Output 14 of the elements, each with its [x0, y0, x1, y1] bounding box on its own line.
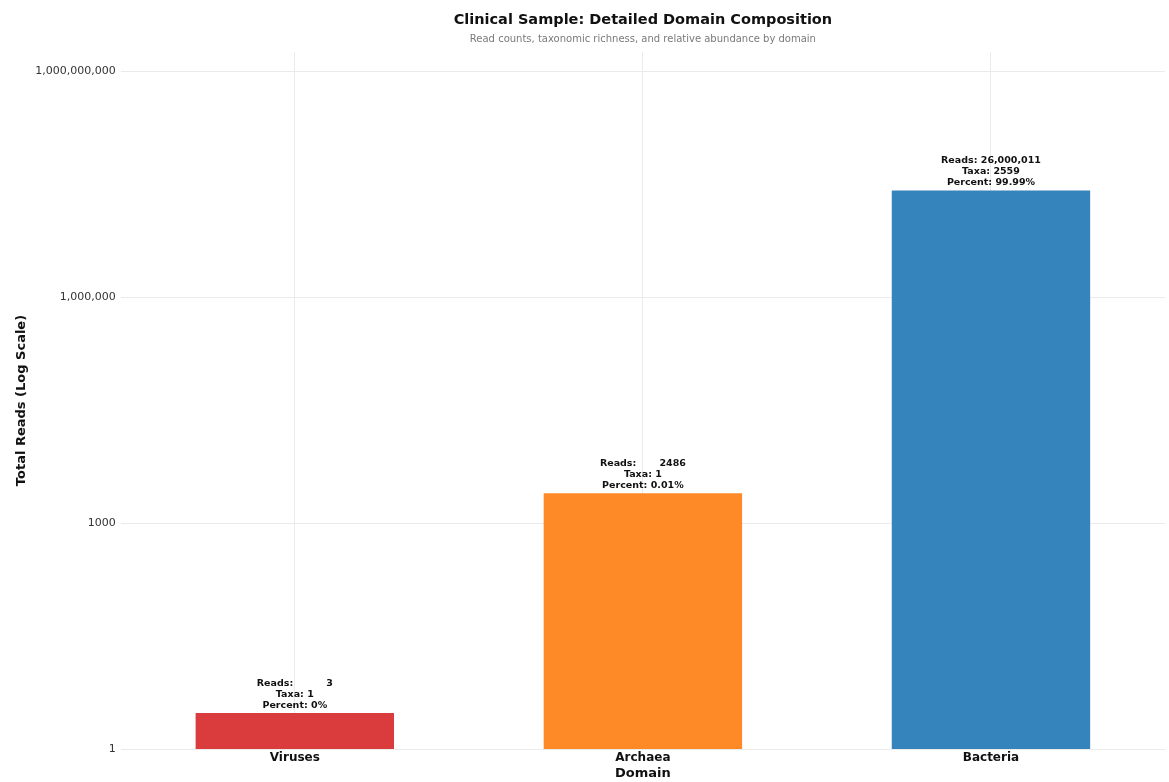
y-tick-label: 1,000,000: [59, 290, 116, 304]
y-tick-label: 1,000,000,000: [35, 64, 116, 78]
chart-title: Clinical Sample: Detailed Domain Composition: [453, 10, 833, 27]
data-label: Reads: 2486 Taxa: 1 Percent: 0.01%: [599, 457, 687, 490]
y-tick-label: 1000: [87, 515, 116, 529]
x-axis-title: Domain: [615, 764, 671, 780]
data-label: Reads: 3 Taxa: 1 Percent: 0%: [256, 676, 333, 710]
y-tick-label: 1: [108, 741, 116, 755]
x-tick-label: Viruses: [269, 750, 320, 765]
x-tick-label: Bacteria: [962, 750, 1020, 765]
data-label: Reads: 26,000,011 Taxa: 2559 Percent: 99.99%: [941, 154, 1041, 188]
chart-subtitle: Read counts, taxonomic richness, and relative abundance by domain: [469, 32, 816, 44]
y-axis-title: Total Reads (Log Scale): [12, 314, 28, 487]
x-tick-label: Archaea: [615, 750, 671, 765]
